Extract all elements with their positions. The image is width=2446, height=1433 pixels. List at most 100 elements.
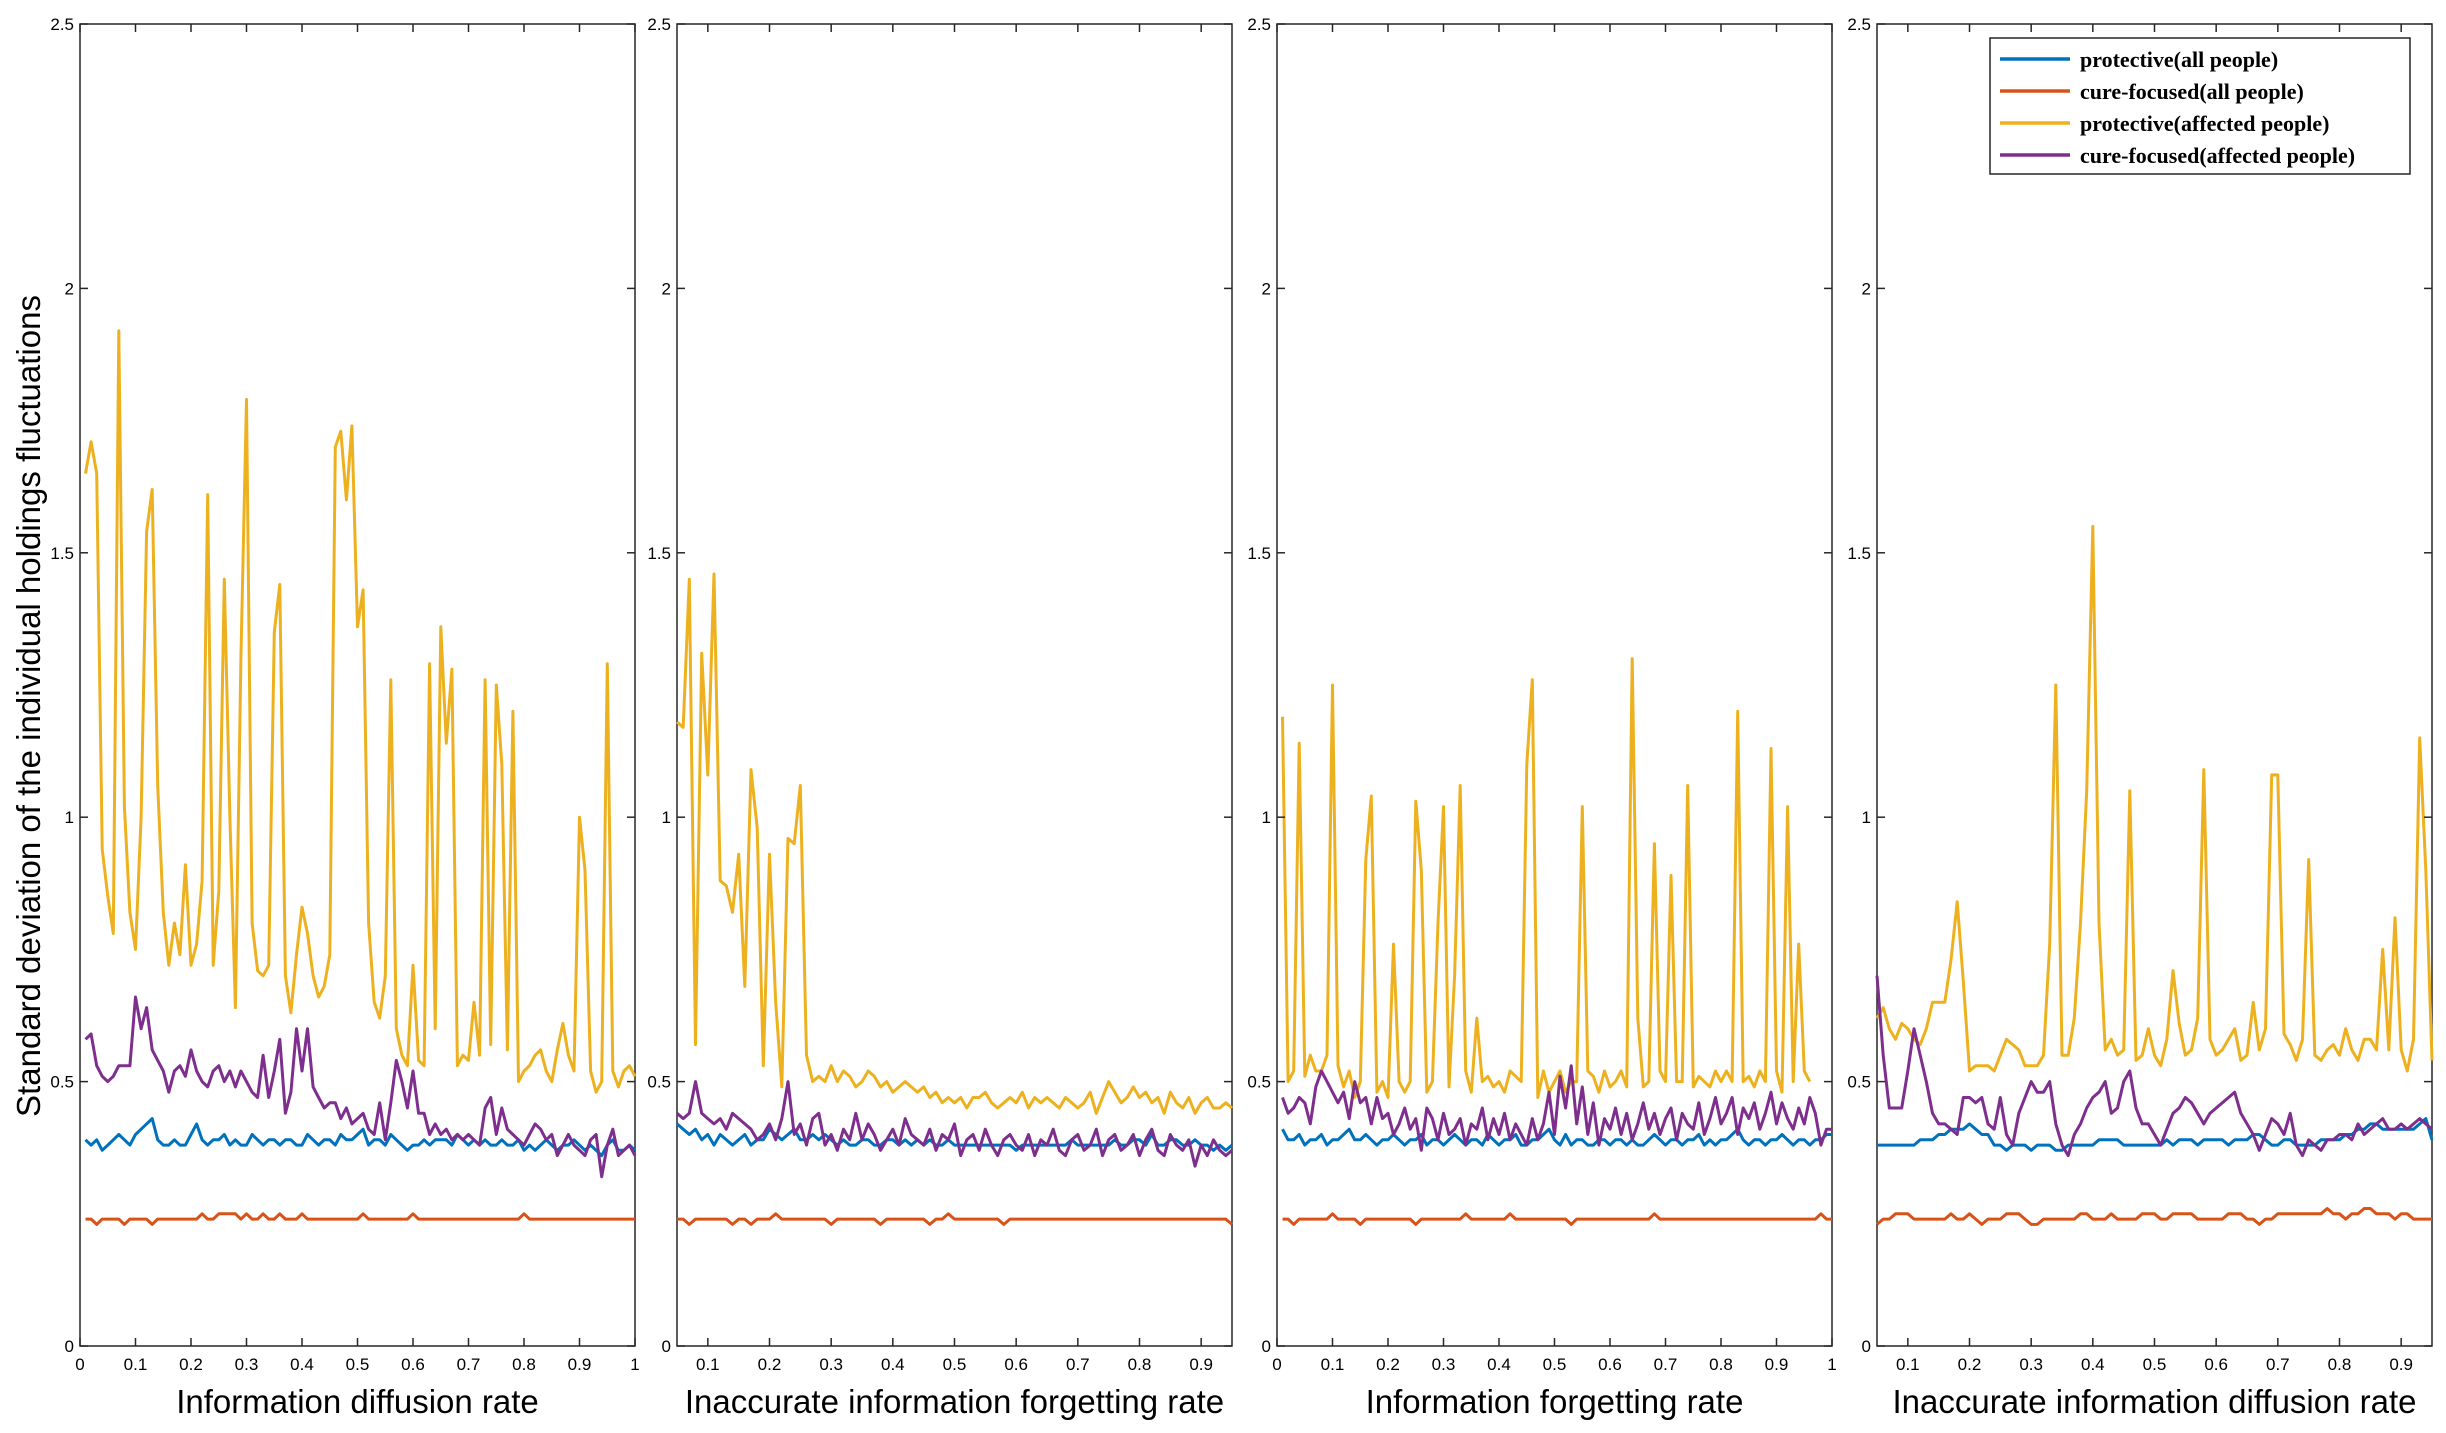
y-tick-label: 1 — [662, 808, 671, 827]
panel-2: 0 0.5 1 1.5 2 2.5 0.1 0.2 0.3 0.4 0.5 0.6 0.7 0.8 0.9 I… — [647, 15, 1233, 1420]
legend: protective(all people) cure-focused(all p… — [1989, 37, 2411, 175]
x-tick-label: 0.8 — [512, 1355, 536, 1374]
x-tick-label: 0.6 — [1004, 1355, 1028, 1374]
x-tick-label: 0.1 — [696, 1355, 720, 1374]
y-tick-label: 0 — [1862, 1337, 1871, 1356]
plot-area-frame — [676, 23, 1233, 1347]
x-tick-label: 0.7 — [2266, 1355, 2290, 1374]
x-tick-label: 0.3 — [235, 1355, 259, 1374]
y-tick-label: 2.5 — [647, 15, 671, 34]
y-tick-label: 0.5 — [1847, 1073, 1871, 1092]
x-tick-label: 0.9 — [2389, 1355, 2413, 1374]
x-tick-label: 0.4 — [290, 1355, 314, 1374]
series-line-cure_affected — [1281, 1064, 1832, 1152]
y-tick-label: 1 — [65, 808, 74, 827]
x-tick-label: 0.7 — [457, 1355, 481, 1374]
plot-area-frame — [79, 23, 636, 1347]
x-tick-label: 0.7 — [1654, 1355, 1678, 1374]
x-tick-label: 0.6 — [1598, 1355, 1622, 1374]
plot-area-frame — [1876, 23, 2433, 1347]
panel-1: 0 0.5 1 1.5 2 2.5 0 0.1 0.2 0.3 0.4 0.5 0.6 0.7 0.8 0.9… — [50, 15, 639, 1420]
x-axis-label: Information diffusion rate — [176, 1383, 539, 1420]
series-line-cure_affected — [84, 995, 637, 1179]
x-tick-label: 0.5 — [1543, 1355, 1567, 1374]
x-tick-label: 0.3 — [1432, 1355, 1456, 1374]
x-axis-label: Information forgetting rate — [1366, 1383, 1744, 1420]
y-tick-label: 0.5 — [1247, 1073, 1271, 1092]
y-tick-label: 2 — [1262, 279, 1271, 298]
x-tick-label: 0.2 — [1958, 1355, 1982, 1374]
y-tick-label: 2 — [662, 279, 671, 298]
y-tick-label: 1.5 — [647, 544, 671, 563]
x-tick-label: 0.3 — [2019, 1355, 2043, 1374]
legend-label: protective(affected people) — [2080, 111, 2329, 136]
series-line-protective_affected — [1281, 657, 1812, 1099]
y-tick-label: 0.5 — [647, 1073, 671, 1092]
x-tick-label: 0.3 — [819, 1355, 843, 1374]
y-tick-label: 1 — [1862, 808, 1871, 827]
legend-label: cure-focused(affected people) — [2080, 143, 2355, 168]
x-tick-label: 0.8 — [1709, 1355, 1733, 1374]
x-tick-label: 0.6 — [401, 1355, 425, 1374]
x-tick-label: 0.5 — [943, 1355, 967, 1374]
x-tick-label: 0.8 — [1128, 1355, 1152, 1374]
series-line-cure_all — [1876, 1207, 2432, 1226]
x-tick-label: 0.1 — [124, 1355, 148, 1374]
legend-label: protective(all people) — [2080, 47, 2278, 72]
series-line-cure_all — [1282, 1212, 1832, 1226]
y-tick-label: 0.5 — [50, 1073, 74, 1092]
x-tick-label: 0.8 — [2328, 1355, 2352, 1374]
panel-3: 0 0.5 1 1.5 2 2.5 0 0.1 0.2 0.3 0.4 0.5 0.6 0.7 0.8 0.9… — [1247, 15, 1836, 1420]
y-tick-label: 2 — [65, 279, 74, 298]
x-tick-label: 1 — [1827, 1355, 1836, 1374]
x-tick-label: 0.9 — [1189, 1355, 1213, 1374]
x-axis-label: Inaccurate information forgetting rate — [685, 1383, 1224, 1420]
x-tick-label: 0.4 — [881, 1355, 905, 1374]
x-tick-label: 0.5 — [346, 1355, 370, 1374]
x-tick-label: 0 — [1272, 1355, 1281, 1374]
x-tick-label: 0.6 — [2204, 1355, 2228, 1374]
y-axis-label: Standard deviation of the individual hol… — [10, 295, 47, 1117]
series-line-protective_affected — [84, 329, 637, 1094]
y-tick-label: 2.5 — [50, 15, 74, 34]
x-tick-label: 0.9 — [568, 1355, 592, 1374]
panels: 0 0.5 1 1.5 2 2.5 0 0.1 0.2 0.3 0.4 0.5 0.6 0.7 0.8 0.9… — [50, 15, 2434, 1420]
legend-label: cure-focused(all people) — [2080, 79, 2304, 104]
x-tick-label: 0.5 — [2143, 1355, 2167, 1374]
y-tick-label: 0 — [65, 1337, 74, 1356]
x-tick-label: 0.1 — [1896, 1355, 1920, 1374]
y-tick-label: 2.5 — [1847, 15, 1871, 34]
plot-area-frame — [1276, 23, 1833, 1347]
y-tick-label: 0 — [1262, 1337, 1271, 1356]
x-tick-label: 0.2 — [1376, 1355, 1400, 1374]
x-tick-label: 0.9 — [1765, 1355, 1789, 1374]
y-tick-label: 1.5 — [1247, 544, 1271, 563]
series-line-protective_all — [84, 1117, 637, 1158]
series-line-cure_all — [85, 1212, 635, 1226]
series-line-cure_affected — [676, 1080, 1233, 1168]
x-tick-label: 0 — [75, 1355, 84, 1374]
x-tick-label: 0.2 — [179, 1355, 203, 1374]
x-tick-label: 0.2 — [758, 1355, 782, 1374]
series-line-cure_affected — [1875, 975, 2433, 1158]
series-line-protective_affected — [1875, 524, 2434, 1073]
series-line-protective_all — [1877, 1117, 2434, 1152]
x-tick-label: 0.1 — [1321, 1355, 1345, 1374]
series-line-protective_all — [676, 1122, 1233, 1152]
series-line-protective_affected — [676, 572, 1233, 1115]
x-tick-label: 0.7 — [1066, 1355, 1090, 1374]
series-line-protective_all — [1281, 1127, 1832, 1147]
y-tick-label: 0 — [662, 1337, 671, 1356]
x-axis-label: Inaccurate information diffusion rate — [1892, 1383, 2416, 1420]
y-tick-label: 2.5 — [1247, 15, 1271, 34]
x-tick-label: 0.4 — [2081, 1355, 2105, 1374]
y-tick-label: 1 — [1262, 808, 1271, 827]
panel-4: 0 0.5 1 1.5 2 2.5 0.1 0.2 0.3 0.4 0.5 0.6 0.7 0.8 0.9 I… — [1847, 15, 2434, 1420]
y-tick-label: 1.5 — [1847, 544, 1871, 563]
x-tick-label: 0.4 — [1487, 1355, 1511, 1374]
series-line-cure_all — [677, 1212, 1233, 1226]
x-tick-label: 1 — [630, 1355, 639, 1374]
y-tick-label: 2 — [1862, 279, 1871, 298]
y-tick-label: 1.5 — [50, 544, 74, 563]
